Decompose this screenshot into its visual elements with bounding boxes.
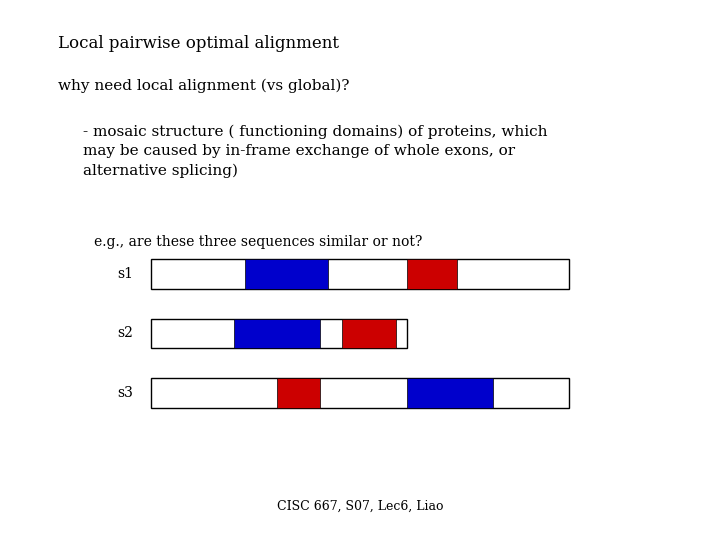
Text: s3: s3 (117, 386, 133, 400)
Bar (151, 319, 407, 348)
Bar (234, 319, 320, 348)
Bar (407, 259, 457, 289)
Text: CISC 667, S07, Lec6, Liao: CISC 667, S07, Lec6, Liao (276, 500, 444, 513)
Text: e.g., are these three sequences similar or not?: e.g., are these three sequences similar … (94, 235, 422, 249)
Bar (151, 378, 569, 408)
Text: Local pairwise optimal alignment: Local pairwise optimal alignment (58, 35, 338, 52)
Bar (342, 319, 396, 348)
Text: s1: s1 (117, 267, 133, 281)
Bar (245, 259, 328, 289)
Bar (151, 259, 569, 289)
Text: - mosaic structure ( functioning domains) of proteins, which
may be caused by in: - mosaic structure ( functioning domains… (83, 124, 547, 178)
Bar (407, 378, 493, 408)
Text: s2: s2 (117, 327, 133, 340)
Bar (277, 378, 320, 408)
Text: why need local alignment (vs global)?: why need local alignment (vs global)? (58, 78, 349, 93)
